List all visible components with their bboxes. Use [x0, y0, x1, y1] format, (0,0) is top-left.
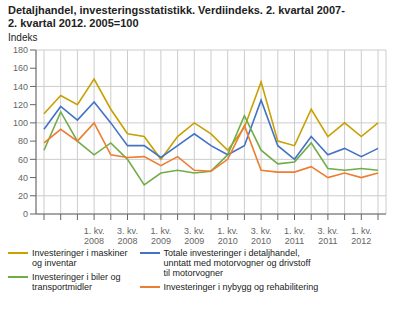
- svg-text:0: 0: [23, 209, 28, 219]
- svg-text:100: 100: [13, 118, 28, 128]
- svg-text:120: 120: [13, 100, 28, 110]
- svg-text:3. kv.2011: 3. kv.2011: [317, 226, 338, 244]
- html-text:Investeringer i maskiner og in: Investeringer i maskiner og inventar: [32, 248, 128, 268]
- svg-text:1. kv.2009: 1. kv.2009: [150, 226, 171, 244]
- svg-text:140: 140: [13, 82, 28, 92]
- svg-text:160: 160: [13, 63, 28, 73]
- svg-text:3. kv.2010: 3. kv.2010: [251, 226, 272, 244]
- html-text:2. kvartal 2012. 2005=100: 2. kvartal 2012. 2005=100: [8, 17, 139, 29]
- svg-text:1. kv.2010: 1. kv.2010: [217, 226, 238, 244]
- html-text:Totale investeringer i detaljh: Totale investeringer i detaljhandel, unn…: [163, 248, 311, 278]
- svg-text:3. kv.2009: 3. kv.2009: [184, 226, 205, 244]
- svg-text:60: 60: [18, 155, 28, 165]
- svg-text:180: 180: [13, 45, 28, 55]
- html-text:Indeks: Indeks: [8, 32, 38, 43]
- svg-text:1. kv.2012: 1. kv.2012: [351, 226, 372, 244]
- html-text:Investeringer i nybygg og reha: Investeringer i nybygg og rehabilitering: [163, 282, 319, 292]
- svg-text:80: 80: [18, 136, 28, 146]
- svg-text:20: 20: [18, 191, 28, 201]
- svg-text:40: 40: [18, 173, 28, 183]
- svg-text:1. kv.2011: 1. kv.2011: [284, 226, 305, 244]
- html-text:Investeringer i biler og trans: Investeringer i biler og transportmidler: [32, 272, 121, 292]
- svg-text:3. kv.2008: 3. kv.2008: [117, 226, 138, 244]
- svg-text:1. kv.2008: 1. kv.2008: [84, 226, 105, 244]
- html-text:Detaljhandel, investeringsstat: Detaljhandel, investeringsstatistikk. Ve…: [8, 4, 345, 16]
